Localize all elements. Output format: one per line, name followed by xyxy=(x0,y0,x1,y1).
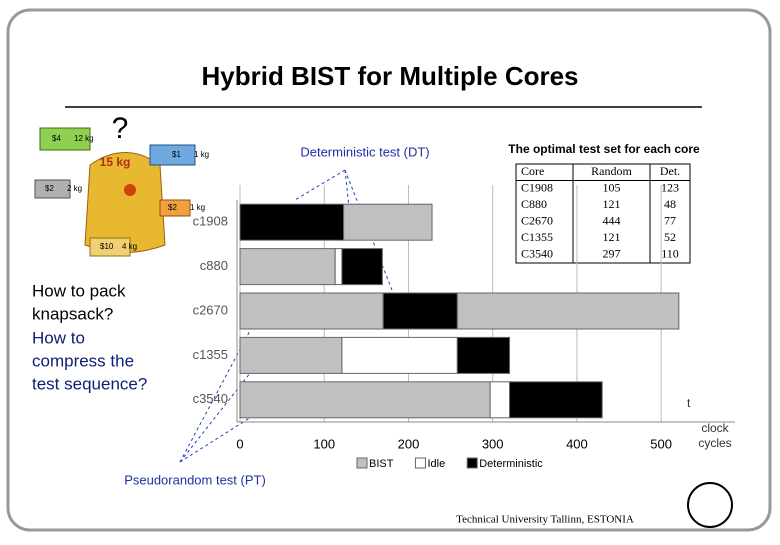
x-tick-label: 0 xyxy=(236,436,243,451)
y-tick-label: c2670 xyxy=(193,302,228,317)
bar-segment xyxy=(341,248,383,286)
bar-segment xyxy=(239,203,345,241)
bar-segment xyxy=(239,336,343,374)
table-cell: C1355 xyxy=(521,230,553,244)
table-cell: 48 xyxy=(664,197,676,211)
dt-label: Deterministic test (DT) xyxy=(300,144,429,159)
university-logo xyxy=(687,482,733,528)
box-label: 1 kg xyxy=(190,203,205,212)
table-cell: C2670 xyxy=(521,214,553,228)
y-tick-label: c1355 xyxy=(193,347,228,362)
y-tick-label: c1908 xyxy=(193,214,228,229)
box-label: 1 kg xyxy=(194,150,209,159)
legend-label: BIST xyxy=(369,458,394,470)
box-label: $4 xyxy=(52,134,61,143)
table-cell: C3540 xyxy=(521,247,553,261)
table-cell: Random xyxy=(591,164,632,178)
box-label: $1 xyxy=(172,150,181,159)
box xyxy=(89,237,131,257)
y-tick-label: c3540 xyxy=(193,391,228,406)
table-cell: 77 xyxy=(664,214,676,228)
table-cell: 121 xyxy=(603,230,621,244)
table-cell: Core xyxy=(521,164,544,178)
box-label: $10 xyxy=(100,242,114,251)
x-axis-label: clock xyxy=(701,421,729,435)
x-tick-label: 300 xyxy=(482,436,504,451)
box xyxy=(34,179,71,199)
x-axis-label: cycles xyxy=(698,436,731,450)
box-label: 4 kg xyxy=(122,242,137,251)
table-cell: 444 xyxy=(603,214,621,228)
knapsack-illustration xyxy=(34,127,196,257)
legend-label: Idle xyxy=(427,458,445,470)
question-text: compress the xyxy=(32,351,134,370)
bar-segment xyxy=(343,203,433,241)
box-label: $2 xyxy=(168,203,177,212)
slide-title: Hybrid BIST for Multiple Cores xyxy=(201,61,578,91)
table-cell: Det. xyxy=(660,164,680,178)
box-label: 12 kg xyxy=(74,134,94,143)
box xyxy=(39,127,91,151)
x-tick-label: 200 xyxy=(398,436,420,451)
table-cell: 121 xyxy=(603,197,621,211)
legend-swatch xyxy=(356,457,368,469)
bar-segment xyxy=(382,292,458,330)
box-label: $2 xyxy=(45,184,54,193)
bar-segment xyxy=(334,248,343,286)
question-text: test sequence? xyxy=(32,374,147,393)
t-label: t xyxy=(687,396,691,410)
box xyxy=(149,144,196,166)
bar-segment xyxy=(489,381,511,419)
backpack-buckle xyxy=(124,184,136,196)
bar-segment xyxy=(239,292,384,330)
arrow xyxy=(179,401,276,463)
table-cell: 123 xyxy=(661,181,679,195)
legend-swatch xyxy=(466,457,478,469)
arrow xyxy=(294,169,346,201)
pt-label: Pseudorandom test (PT) xyxy=(124,472,266,487)
box xyxy=(159,199,191,217)
table-cell: C1908 xyxy=(521,181,553,195)
box-label: 2 kg xyxy=(67,184,82,193)
bar-segment xyxy=(239,248,336,286)
bar-segment xyxy=(456,292,680,330)
table-cell: 110 xyxy=(661,247,679,261)
arrow xyxy=(179,357,263,463)
arrow xyxy=(179,311,261,463)
legend-label: Deterministic xyxy=(479,458,543,470)
footer: Technical University Tallinn, ESTONIA xyxy=(456,514,634,526)
x-tick-label: 400 xyxy=(566,436,588,451)
question-mark: ? xyxy=(112,112,129,145)
question-text: knapsack? xyxy=(32,304,113,323)
y-tick-label: c880 xyxy=(200,258,228,273)
question-text: How to xyxy=(32,328,85,347)
question-text: How to pack xyxy=(32,281,126,300)
bar-segment xyxy=(456,336,511,374)
table-cell: 52 xyxy=(664,230,676,244)
table-cell: 297 xyxy=(603,247,621,261)
table-cell: C880 xyxy=(521,197,547,211)
bar-segment xyxy=(239,381,491,419)
bar-segment xyxy=(509,381,603,419)
x-tick-label: 100 xyxy=(313,436,335,451)
table-title: The optimal test set for each core xyxy=(508,142,700,156)
bag-label: 15 kg xyxy=(100,155,131,169)
x-tick-label: 500 xyxy=(650,436,672,451)
bar-segment xyxy=(341,336,458,374)
table-cell: 105 xyxy=(603,181,621,195)
legend-swatch xyxy=(414,457,426,469)
